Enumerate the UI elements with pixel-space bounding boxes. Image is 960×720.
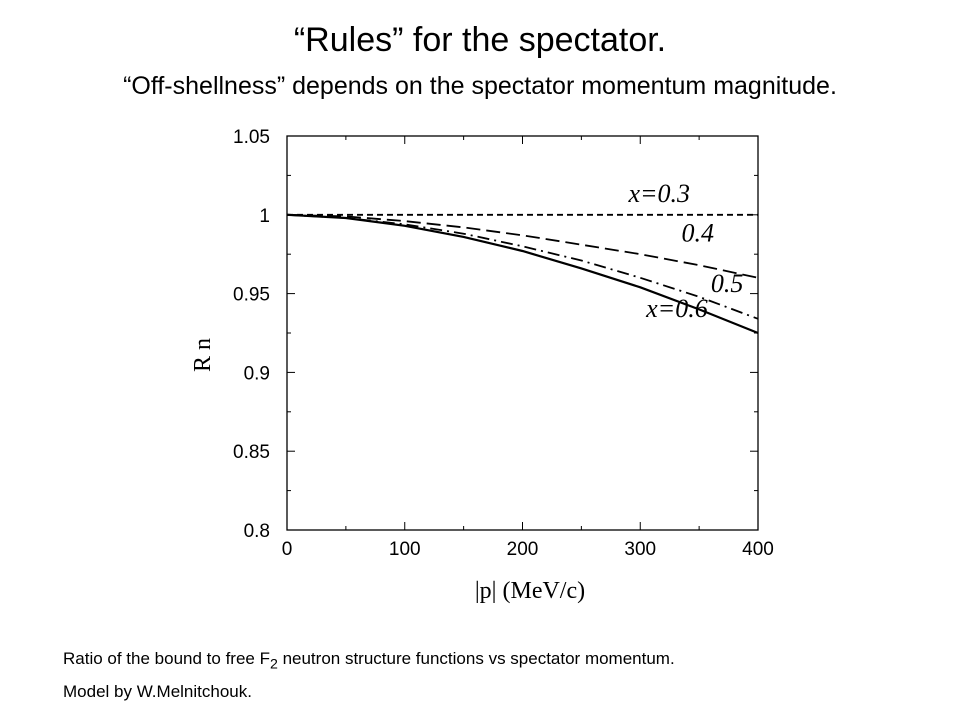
curve-label: x=0.3 — [627, 179, 690, 208]
chart: 0 100 200 300 400 0.8 0.85 0.9 0.95 1 1.05 x=0.3 0.4… — [190, 127, 774, 604]
y-tick-label: 0.95 — [233, 285, 270, 306]
curve-label: 0.5 — [711, 269, 744, 298]
y-tick-label: 0.9 — [244, 363, 270, 384]
figure-caption: Ratio of the bound to free F2 neutron st… — [63, 645, 943, 705]
x-tick-label: 100 — [389, 539, 421, 560]
y-axis-label: R n — [190, 338, 216, 372]
caption-line-2: Model by W.Melnitchouk. — [63, 682, 252, 702]
x-tick-label: 200 — [507, 539, 539, 560]
slide-title: “Rules” for the spectator. — [293, 21, 667, 59]
y-tick-label: 1.05 — [233, 127, 270, 148]
series-line-x-0-6 — [286, 213, 759, 335]
x-axis-label: |p| (MeV/c) — [475, 578, 585, 604]
x-tick-label: 0 — [282, 539, 293, 560]
plot-area: 0 100 200 300 400 0.8 0.85 0.9 0.95 1 1.05 x=0.3 0.4… — [233, 127, 774, 560]
y-tick-label: 1 — [259, 206, 270, 227]
caption-text-1: Ratio of the bound to free F — [63, 649, 270, 668]
curve-label: 0.4 — [681, 219, 714, 248]
x-tick-label: 400 — [742, 539, 774, 560]
y-tick-label: 0.85 — [233, 442, 270, 463]
caption-line-1: Ratio of the bound to free F2 neutron st… — [63, 645, 943, 678]
caption-subscript: 2 — [269, 656, 278, 673]
slide-subtitle: “Off-shellness” depends on the spectator… — [123, 72, 837, 100]
curve-label: x=0.6 — [645, 294, 708, 323]
caption-text-1b: neutron structure functions vs spectator… — [277, 649, 675, 668]
y-tick-label: 0.8 — [244, 521, 270, 542]
x-tick-label: 300 — [624, 539, 656, 560]
